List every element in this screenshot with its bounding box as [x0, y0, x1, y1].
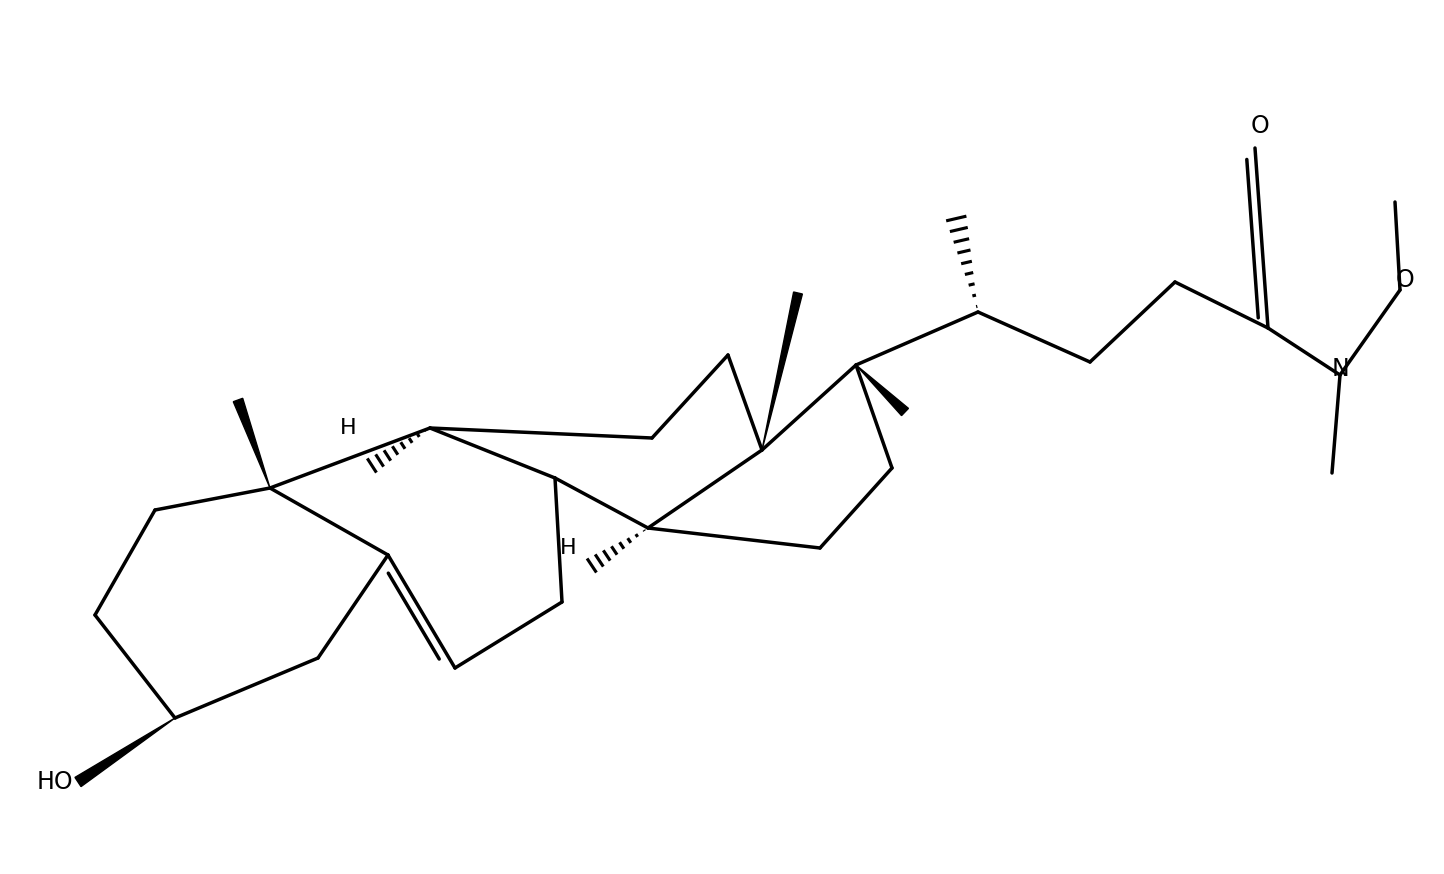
Text: H: H	[339, 418, 357, 438]
Text: O: O	[1395, 268, 1414, 292]
Polygon shape	[234, 399, 270, 488]
Text: HO: HO	[36, 770, 74, 794]
Polygon shape	[75, 718, 175, 787]
Text: N: N	[1331, 357, 1349, 381]
Text: O: O	[1251, 114, 1269, 138]
Polygon shape	[856, 365, 908, 416]
Polygon shape	[762, 292, 803, 450]
Text: H: H	[560, 538, 576, 558]
